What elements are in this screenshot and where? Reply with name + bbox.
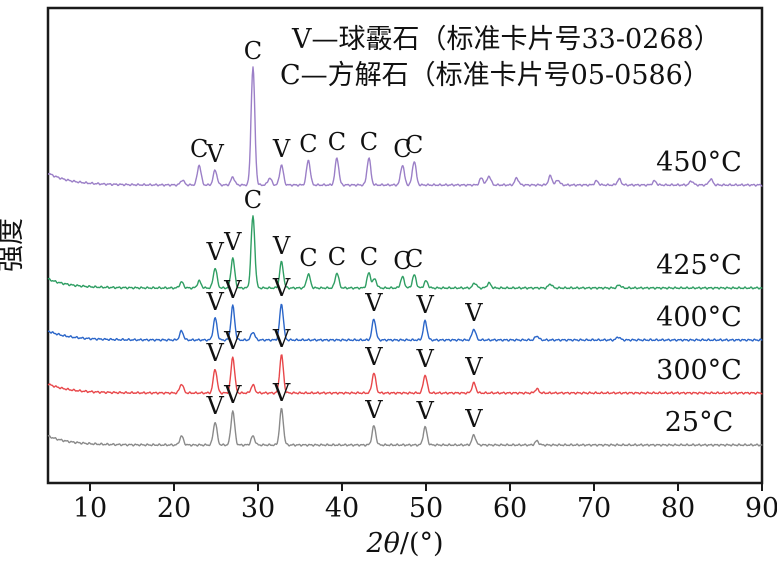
- plot-border: [46, 6, 764, 485]
- x-tick-label: 50: [409, 493, 443, 524]
- peak-label-V: V: [205, 339, 224, 367]
- series-label: 425°C: [656, 250, 742, 281]
- trace-400°C: [47, 303, 763, 342]
- peak-label-C: C: [299, 244, 317, 272]
- x-tick-label: 70: [577, 493, 611, 524]
- peak-label-C: C: [405, 131, 423, 159]
- y-axis-label: 强度: [0, 218, 27, 272]
- peak-label-V: V: [223, 276, 242, 304]
- peak-label-C: C: [360, 128, 378, 156]
- peak-label-V: V: [464, 353, 483, 381]
- x-tick-label: 80: [661, 493, 695, 524]
- peak-label-V: V: [364, 396, 383, 424]
- peak-label-C: C: [360, 243, 378, 271]
- peak-label-V: V: [223, 228, 242, 256]
- series-label: 300°C: [656, 355, 742, 386]
- peak-label-V: V: [205, 392, 224, 420]
- trace-425°C: [47, 215, 763, 290]
- peak-label-V: V: [205, 238, 224, 266]
- peak-label-V: V: [415, 291, 434, 319]
- peak-label-C: C: [244, 186, 262, 214]
- peak-label-V: V: [223, 327, 242, 355]
- trace-450°C: [48, 66, 763, 187]
- peak-label-C: C: [328, 243, 346, 271]
- x-axis-label-symbol: 2θ: [365, 528, 399, 559]
- peak-label-V: V: [272, 274, 291, 302]
- peak-label-C: C: [190, 135, 208, 163]
- peak-label-V: V: [272, 135, 291, 163]
- x-tick-label: 10: [73, 493, 107, 524]
- peak-label-V: V: [223, 381, 242, 409]
- peak-label-C: C: [405, 245, 423, 273]
- x-tick-label: 30: [241, 493, 275, 524]
- x-axis-label: 2θ/(°): [365, 528, 443, 559]
- x-tick-label: 40: [325, 493, 359, 524]
- x-tick-label: 20: [157, 493, 191, 524]
- legend-line-vaterite: V—球霰石（标准卡片号33-0268）: [291, 24, 721, 55]
- peak-label-V: V: [415, 397, 434, 425]
- peak-label-V: V: [272, 379, 291, 407]
- peak-label-V: V: [205, 288, 224, 316]
- legend-line-calcite: C—方解石（标准卡片号05-0586）: [280, 60, 710, 91]
- peak-label-V: V: [464, 299, 483, 327]
- peak-label-V: V: [364, 343, 383, 371]
- peak-label-V: V: [464, 405, 483, 433]
- peak-label-C: C: [328, 128, 346, 156]
- peak-label-V: V: [272, 325, 291, 353]
- peak-label-C: C: [299, 130, 317, 158]
- series-label: 450°C: [656, 147, 742, 178]
- x-tick-label: 60: [493, 493, 527, 524]
- series-label: 25°C: [665, 407, 734, 438]
- peak-label-C: C: [393, 135, 411, 163]
- peak-label-V: V: [205, 140, 224, 168]
- series-label: 400°C: [656, 302, 742, 333]
- x-axis-label-units: /(°): [400, 528, 444, 559]
- trace-25°C: [47, 407, 763, 447]
- peak-label-V: V: [272, 232, 291, 260]
- x-tick-label: 90: [745, 493, 777, 524]
- peak-label-V: V: [415, 345, 434, 373]
- peak-label-C: C: [393, 247, 411, 275]
- peak-label-C: C: [244, 37, 262, 65]
- peak-label-V: V: [364, 289, 383, 317]
- trace-300°C: [47, 354, 763, 395]
